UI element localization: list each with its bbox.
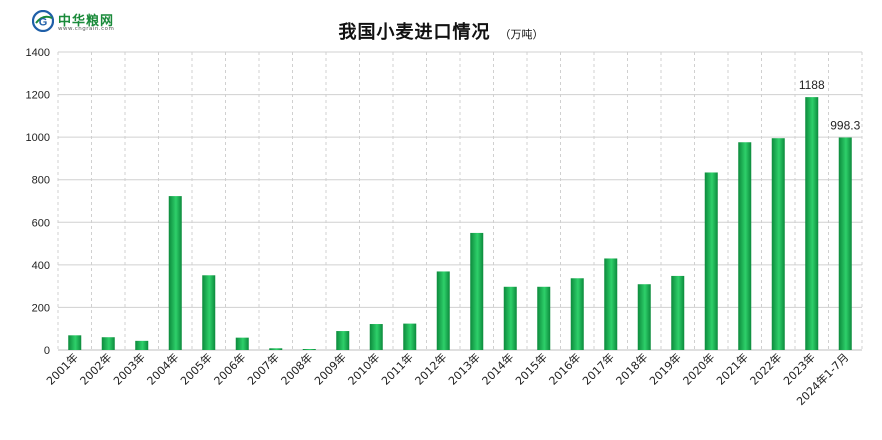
chart-title-main: 我国小麦进口情况 <box>338 22 491 43</box>
x-tick-label: 2013年 <box>445 350 482 387</box>
bar <box>637 284 651 350</box>
data-labels: 1188 998.3 <box>799 78 861 132</box>
bar <box>671 275 685 350</box>
bar <box>470 232 484 350</box>
y-tick-label: 1000 <box>26 132 50 144</box>
logo-url: www.cngrain.com <box>58 26 115 32</box>
y-tick-label: 600 <box>32 217 50 229</box>
bar <box>738 142 752 350</box>
bar <box>369 324 383 350</box>
bar <box>771 138 785 350</box>
y-tick-label: 1200 <box>26 90 50 102</box>
bar <box>68 335 82 350</box>
x-tick-label: 2002年 <box>77 350 114 387</box>
bar <box>135 340 149 350</box>
bar <box>570 278 584 350</box>
logo-name: 中华粮网 <box>58 14 115 29</box>
chart-title: 我国小麦进口情况 （万吨） <box>0 18 882 44</box>
y-tick-label: 200 <box>32 302 50 314</box>
logo-mark-icon: G <box>32 10 54 32</box>
x-tick-label: 2012年 <box>412 350 449 387</box>
x-tick-label: 2010年 <box>345 350 382 387</box>
bars <box>68 97 852 350</box>
data-label: 998.3 <box>830 119 860 133</box>
bar <box>704 172 718 350</box>
bar <box>805 97 819 350</box>
bar <box>403 323 417 350</box>
bar <box>269 348 283 350</box>
x-tick-label: 2015年 <box>512 350 549 387</box>
y-axis-ticks: 0 200 400 600 800 1000 1200 1400 <box>26 47 50 357</box>
bar <box>101 337 115 350</box>
bar <box>604 258 618 350</box>
x-tick-label: 2004年 <box>144 350 181 387</box>
grid-lines <box>57 51 863 351</box>
x-tick-label: 2008年 <box>278 350 315 387</box>
x-tick-label: 2016年 <box>546 350 583 387</box>
y-tick-label: 400 <box>32 260 50 272</box>
x-tick-label: 2011年 <box>378 350 415 387</box>
x-axis-ticks: 2001年2002年2003年2004年2005年2006年2007年2008年… <box>43 350 851 408</box>
x-tick-label: 2005年 <box>177 350 214 387</box>
y-tick-label: 0 <box>44 345 50 357</box>
bar <box>503 286 517 350</box>
x-tick-label: 2007年 <box>244 350 281 387</box>
bar <box>302 349 316 350</box>
bar <box>235 337 249 350</box>
bar <box>336 331 350 350</box>
x-tick-label: 2003年 <box>110 350 147 387</box>
bar <box>838 137 852 350</box>
x-tick-label: 2017年 <box>579 350 616 387</box>
x-tick-label: 2018年 <box>613 350 650 387</box>
x-tick-label: 2014年 <box>479 350 516 387</box>
bar <box>202 275 216 350</box>
x-tick-label: 2021年 <box>713 350 750 387</box>
logo: G 中华粮网 www.cngrain.com <box>32 9 142 35</box>
chart-title-unit: （万吨） <box>499 28 544 41</box>
x-tick-label: 2006年 <box>211 350 248 387</box>
y-tick-label: 1400 <box>26 47 50 59</box>
bar <box>537 286 551 350</box>
x-tick-label: 2022年 <box>747 350 784 387</box>
x-tick-label: 2019年 <box>646 350 683 387</box>
bar <box>168 196 182 350</box>
logo-mark-letter: G <box>39 17 48 29</box>
data-label: 1188 <box>799 78 825 92</box>
x-tick-label: 2020年 <box>680 350 717 387</box>
x-tick-label: 2009年 <box>311 350 348 387</box>
y-tick-label: 800 <box>32 175 50 187</box>
bar <box>436 271 450 350</box>
